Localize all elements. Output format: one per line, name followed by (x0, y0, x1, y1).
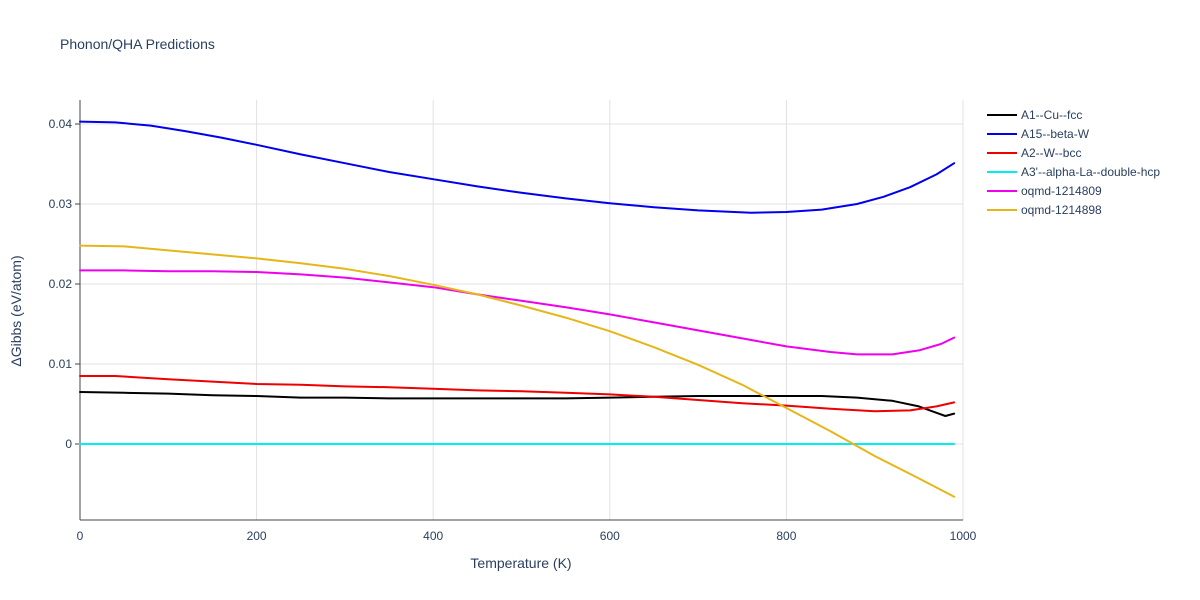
legend-label: A15--beta-W (1021, 127, 1090, 141)
chart-title: Phonon/QHA Predictions (60, 36, 215, 52)
x-tick-label: 0 (77, 529, 84, 543)
y-tick-label: 0.02 (49, 277, 73, 291)
plot-area[interactable] (79, 120, 956, 498)
x-tick-label: 400 (423, 529, 443, 543)
series-line-5[interactable] (79, 244, 956, 498)
grid (80, 100, 964, 520)
legend-item[interactable]: oqmd-1214809 (987, 184, 1102, 198)
legend-label: A3'--alpha-La--double-hcp (1021, 165, 1160, 179)
y-tick-label: 0 (65, 437, 72, 451)
legend-item[interactable]: A2--W--bcc (987, 146, 1081, 160)
legend-label: oqmd-1214809 (1021, 184, 1102, 198)
x-tick-label: 1000 (950, 529, 977, 543)
legend[interactable]: A1--Cu--fcc A15--beta-W A2--W--bcc A3'--alp… (987, 108, 1160, 217)
legend-label: A1--Cu--fcc (1021, 108, 1082, 122)
legend-item[interactable]: oqmd-1214898 (987, 203, 1102, 217)
x-tick-label: 600 (600, 529, 620, 543)
legend-label: oqmd-1214898 (1021, 203, 1102, 217)
series-line-2[interactable] (79, 375, 956, 413)
x-tick-label: 800 (776, 529, 796, 543)
y-tick-label: 0.04 (49, 117, 73, 131)
series-line-4[interactable] (79, 269, 956, 356)
y-tick-label: 0.01 (49, 357, 73, 371)
legend-item[interactable]: A3'--alpha-La--double-hcp (987, 165, 1160, 179)
series-line-1[interactable] (79, 120, 956, 214)
series-line-0[interactable] (79, 391, 956, 417)
axes: 0 200 400 600 800 1000 0 0.01 0.02 0.03 0.04 (49, 100, 977, 543)
x-axis-title: Temperature (K) (470, 555, 571, 571)
legend-item[interactable]: A15--beta-W (987, 127, 1090, 141)
y-axis-title: ΔGibbs (eV/atom) (8, 255, 24, 366)
legend-label: A2--W--bcc (1021, 146, 1081, 160)
x-tick-label: 200 (247, 529, 267, 543)
legend-item[interactable]: A1--Cu--fcc (987, 108, 1082, 122)
y-tick-label: 0.03 (49, 197, 73, 211)
